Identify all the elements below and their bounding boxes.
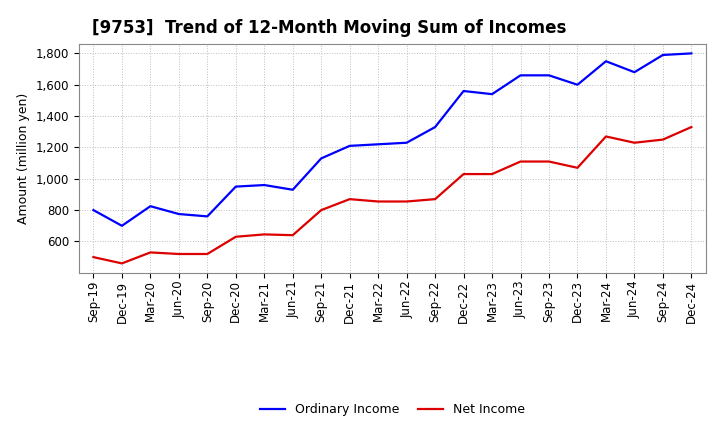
Net Income [317, 208, 325, 213]
Ordinary Income [687, 51, 696, 56]
Ordinary Income [117, 223, 126, 228]
Ordinary Income [317, 156, 325, 161]
Net Income [545, 159, 554, 164]
Ordinary Income [374, 142, 382, 147]
Ordinary Income [174, 211, 183, 216]
Text: [9753]  Trend of 12-Month Moving Sum of Incomes: [9753] Trend of 12-Month Moving Sum of I… [91, 19, 566, 37]
Line: Ordinary Income: Ordinary Income [94, 53, 691, 226]
Net Income [346, 197, 354, 202]
Ordinary Income [659, 52, 667, 58]
Net Income [402, 199, 411, 204]
Ordinary Income [545, 73, 554, 78]
Legend: Ordinary Income, Net Income: Ordinary Income, Net Income [255, 398, 530, 421]
Ordinary Income [487, 92, 496, 97]
Ordinary Income [146, 204, 155, 209]
Net Income [89, 254, 98, 260]
Net Income [117, 261, 126, 266]
Net Income [687, 125, 696, 130]
Ordinary Income [346, 143, 354, 149]
Ordinary Income [630, 70, 639, 75]
Net Income [516, 159, 525, 164]
Net Income [573, 165, 582, 170]
Ordinary Income [602, 59, 611, 64]
Line: Net Income: Net Income [94, 127, 691, 264]
Ordinary Income [402, 140, 411, 145]
Ordinary Income [289, 187, 297, 192]
Net Income [232, 234, 240, 239]
Net Income [374, 199, 382, 204]
Net Income [459, 172, 468, 177]
Ordinary Income [260, 183, 269, 188]
Ordinary Income [89, 208, 98, 213]
Net Income [260, 232, 269, 237]
Ordinary Income [573, 82, 582, 88]
Net Income [630, 140, 639, 145]
Net Income [602, 134, 611, 139]
Net Income [146, 250, 155, 255]
Ordinary Income [431, 125, 439, 130]
Net Income [174, 251, 183, 257]
Ordinary Income [232, 184, 240, 189]
Ordinary Income [516, 73, 525, 78]
Net Income [203, 251, 212, 257]
Y-axis label: Amount (million yen): Amount (million yen) [17, 93, 30, 224]
Net Income [289, 233, 297, 238]
Ordinary Income [459, 88, 468, 94]
Ordinary Income [203, 214, 212, 219]
Net Income [431, 197, 439, 202]
Net Income [659, 137, 667, 142]
Net Income [487, 172, 496, 177]
